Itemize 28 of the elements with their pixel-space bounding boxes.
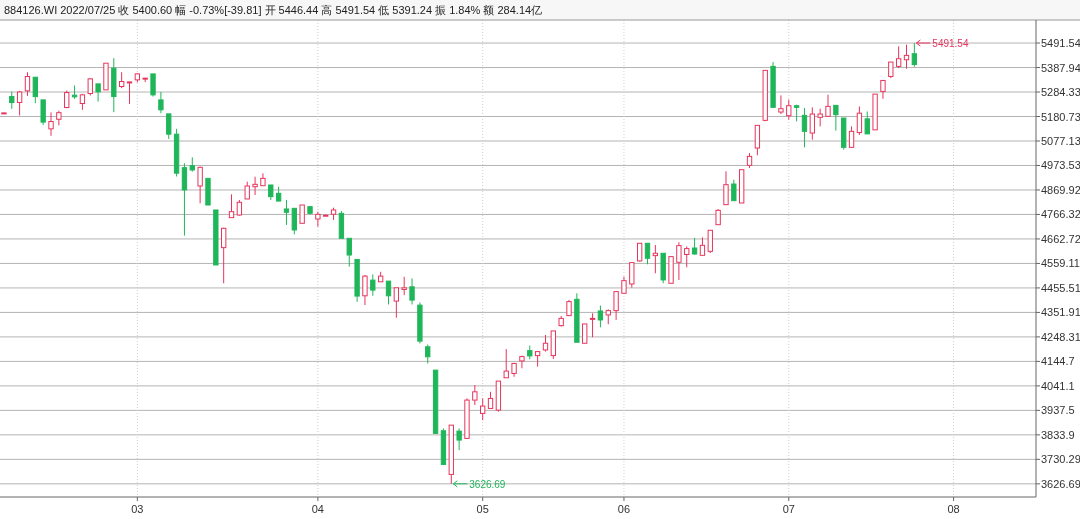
y-tick-label: 4455.51 [1041, 281, 1080, 294]
y-tick-label: 5284.33 [1041, 86, 1080, 99]
x-tick-label: 07 [782, 503, 795, 515]
y-tick-label: 5491.54 [1041, 37, 1080, 50]
y-tick-label: 3730.29 [1041, 453, 1080, 466]
annotation: 3626.69 [469, 478, 506, 490]
y-tick-label: 4041.1 [1041, 379, 1075, 392]
x-tick-label: 03 [131, 503, 144, 515]
y-tick-label: 4351.91 [1041, 306, 1080, 319]
x-tick-label: 08 [947, 503, 960, 515]
y-tick-label: 4144.7 [1041, 355, 1075, 368]
y-tick-label: 4766.32 [1041, 208, 1080, 221]
y-tick-label: 4973.53 [1041, 159, 1080, 172]
y-tick-label: 4559.11 [1041, 257, 1080, 270]
title: 884126.WI 2022/07/25 收 5400.60 幅 -0.73%[-39.81] 开 5446.44 高 5491.54 低 5391.24 振 1.84% 额 284.14亿 [4, 4, 543, 16]
y-tick-label: 5180.73 [1041, 110, 1080, 123]
x-tick-label: 06 [617, 503, 631, 515]
y-tick-label: 3626.69 [1041, 477, 1080, 490]
x-tick-label: 05 [476, 503, 489, 515]
y-tick-label: 4248.31 [1041, 330, 1080, 343]
y-tick-label: 5077.13 [1041, 134, 1080, 147]
annotation: 5491.54 [932, 38, 969, 50]
y-tick-label: 4662.72 [1041, 232, 1080, 245]
y-tick-label: 3833.9 [1041, 428, 1075, 441]
y-tick-label: 4869.92 [1041, 183, 1080, 196]
y-tick-label: 3937.5 [1041, 404, 1075, 417]
y-tick-label: 5387.94 [1041, 61, 1080, 74]
x-tick-label: 04 [311, 503, 324, 515]
